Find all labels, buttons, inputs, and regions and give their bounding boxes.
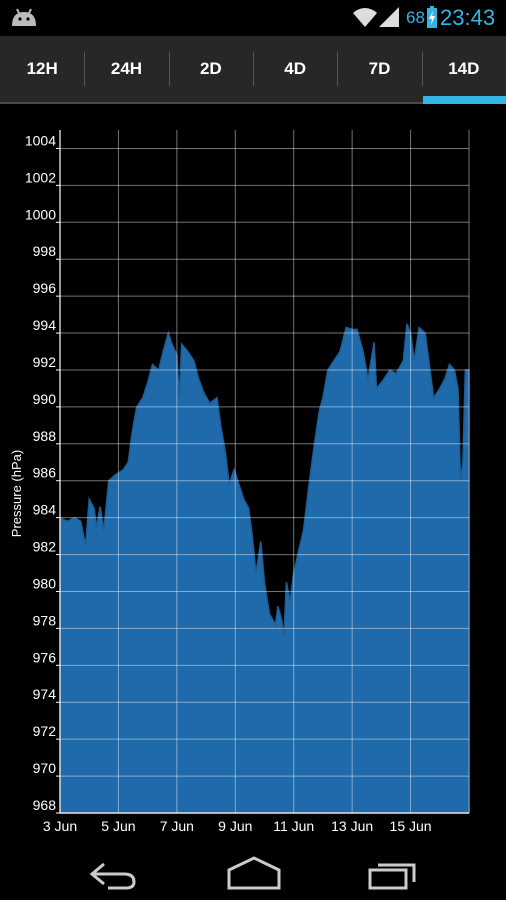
x-tick-label: 3 Jun: [43, 818, 77, 834]
tab-2d[interactable]: 2D: [168, 36, 253, 102]
y-tick-label: 990: [33, 391, 57, 407]
y-tick-label: 1002: [25, 169, 56, 185]
range-tabs: 12H 24H 2D 4D 7D 14D: [0, 36, 506, 104]
y-tick-label: 970: [33, 760, 57, 776]
y-axis-label: Pressure (hPa): [9, 450, 24, 537]
wifi-icon: [353, 8, 377, 27]
y-tick-label: 998: [33, 243, 57, 259]
battery-percent: 68: [406, 8, 425, 27]
tab-7d[interactable]: 7D: [337, 36, 421, 102]
x-tick-label: 9 Jun: [218, 818, 252, 834]
y-tick-label: 974: [33, 686, 57, 702]
y-tick-label: 988: [33, 428, 57, 444]
x-tick-label: 7 Jun: [160, 818, 194, 834]
x-tick-label: 15 Jun: [390, 818, 432, 834]
status-bar: 68 23:43: [0, 0, 506, 36]
signal-icon: [379, 7, 399, 27]
y-tick-label: 996: [33, 280, 57, 296]
y-tick-label: 982: [33, 539, 57, 555]
x-tick-label: 13 Jun: [331, 818, 373, 834]
tab-12h[interactable]: 12H: [26, 59, 58, 78]
tab-14d[interactable]: 14D: [421, 36, 506, 104]
y-tick-label: 984: [33, 502, 57, 518]
navigation-bar: [0, 848, 506, 900]
x-tick-label: 5 Jun: [101, 818, 135, 834]
y-tick-label: 978: [33, 612, 57, 628]
battery-charging-icon: [427, 6, 437, 28]
y-tick-label: 976: [33, 649, 57, 665]
recent-apps-icon[interactable]: [366, 856, 420, 892]
y-tick-label: 980: [33, 575, 57, 591]
back-icon[interactable]: [88, 856, 140, 892]
y-tick-label: 994: [33, 317, 57, 333]
y-tick-label: 1004: [25, 132, 56, 148]
clock: 23:43: [440, 5, 496, 30]
y-tick-label: 992: [33, 354, 57, 370]
tab-24h[interactable]: 24H: [84, 36, 168, 102]
y-tick-label: 986: [33, 465, 57, 481]
tab-4d[interactable]: 4D: [252, 36, 337, 102]
pressure-area-series: [59, 323, 470, 814]
y-tick-label: 1000: [25, 206, 56, 222]
pressure-chart: 968 970 972 974 976 978 980 982 984 986 988 990 992 9…: [9, 130, 470, 834]
y-tick-label: 972: [33, 723, 57, 739]
android-notification-icon: [12, 8, 36, 26]
x-tick-label: 11 Jun: [273, 818, 314, 834]
home-icon[interactable]: [226, 856, 282, 892]
y-tick-label: 968: [33, 797, 57, 813]
